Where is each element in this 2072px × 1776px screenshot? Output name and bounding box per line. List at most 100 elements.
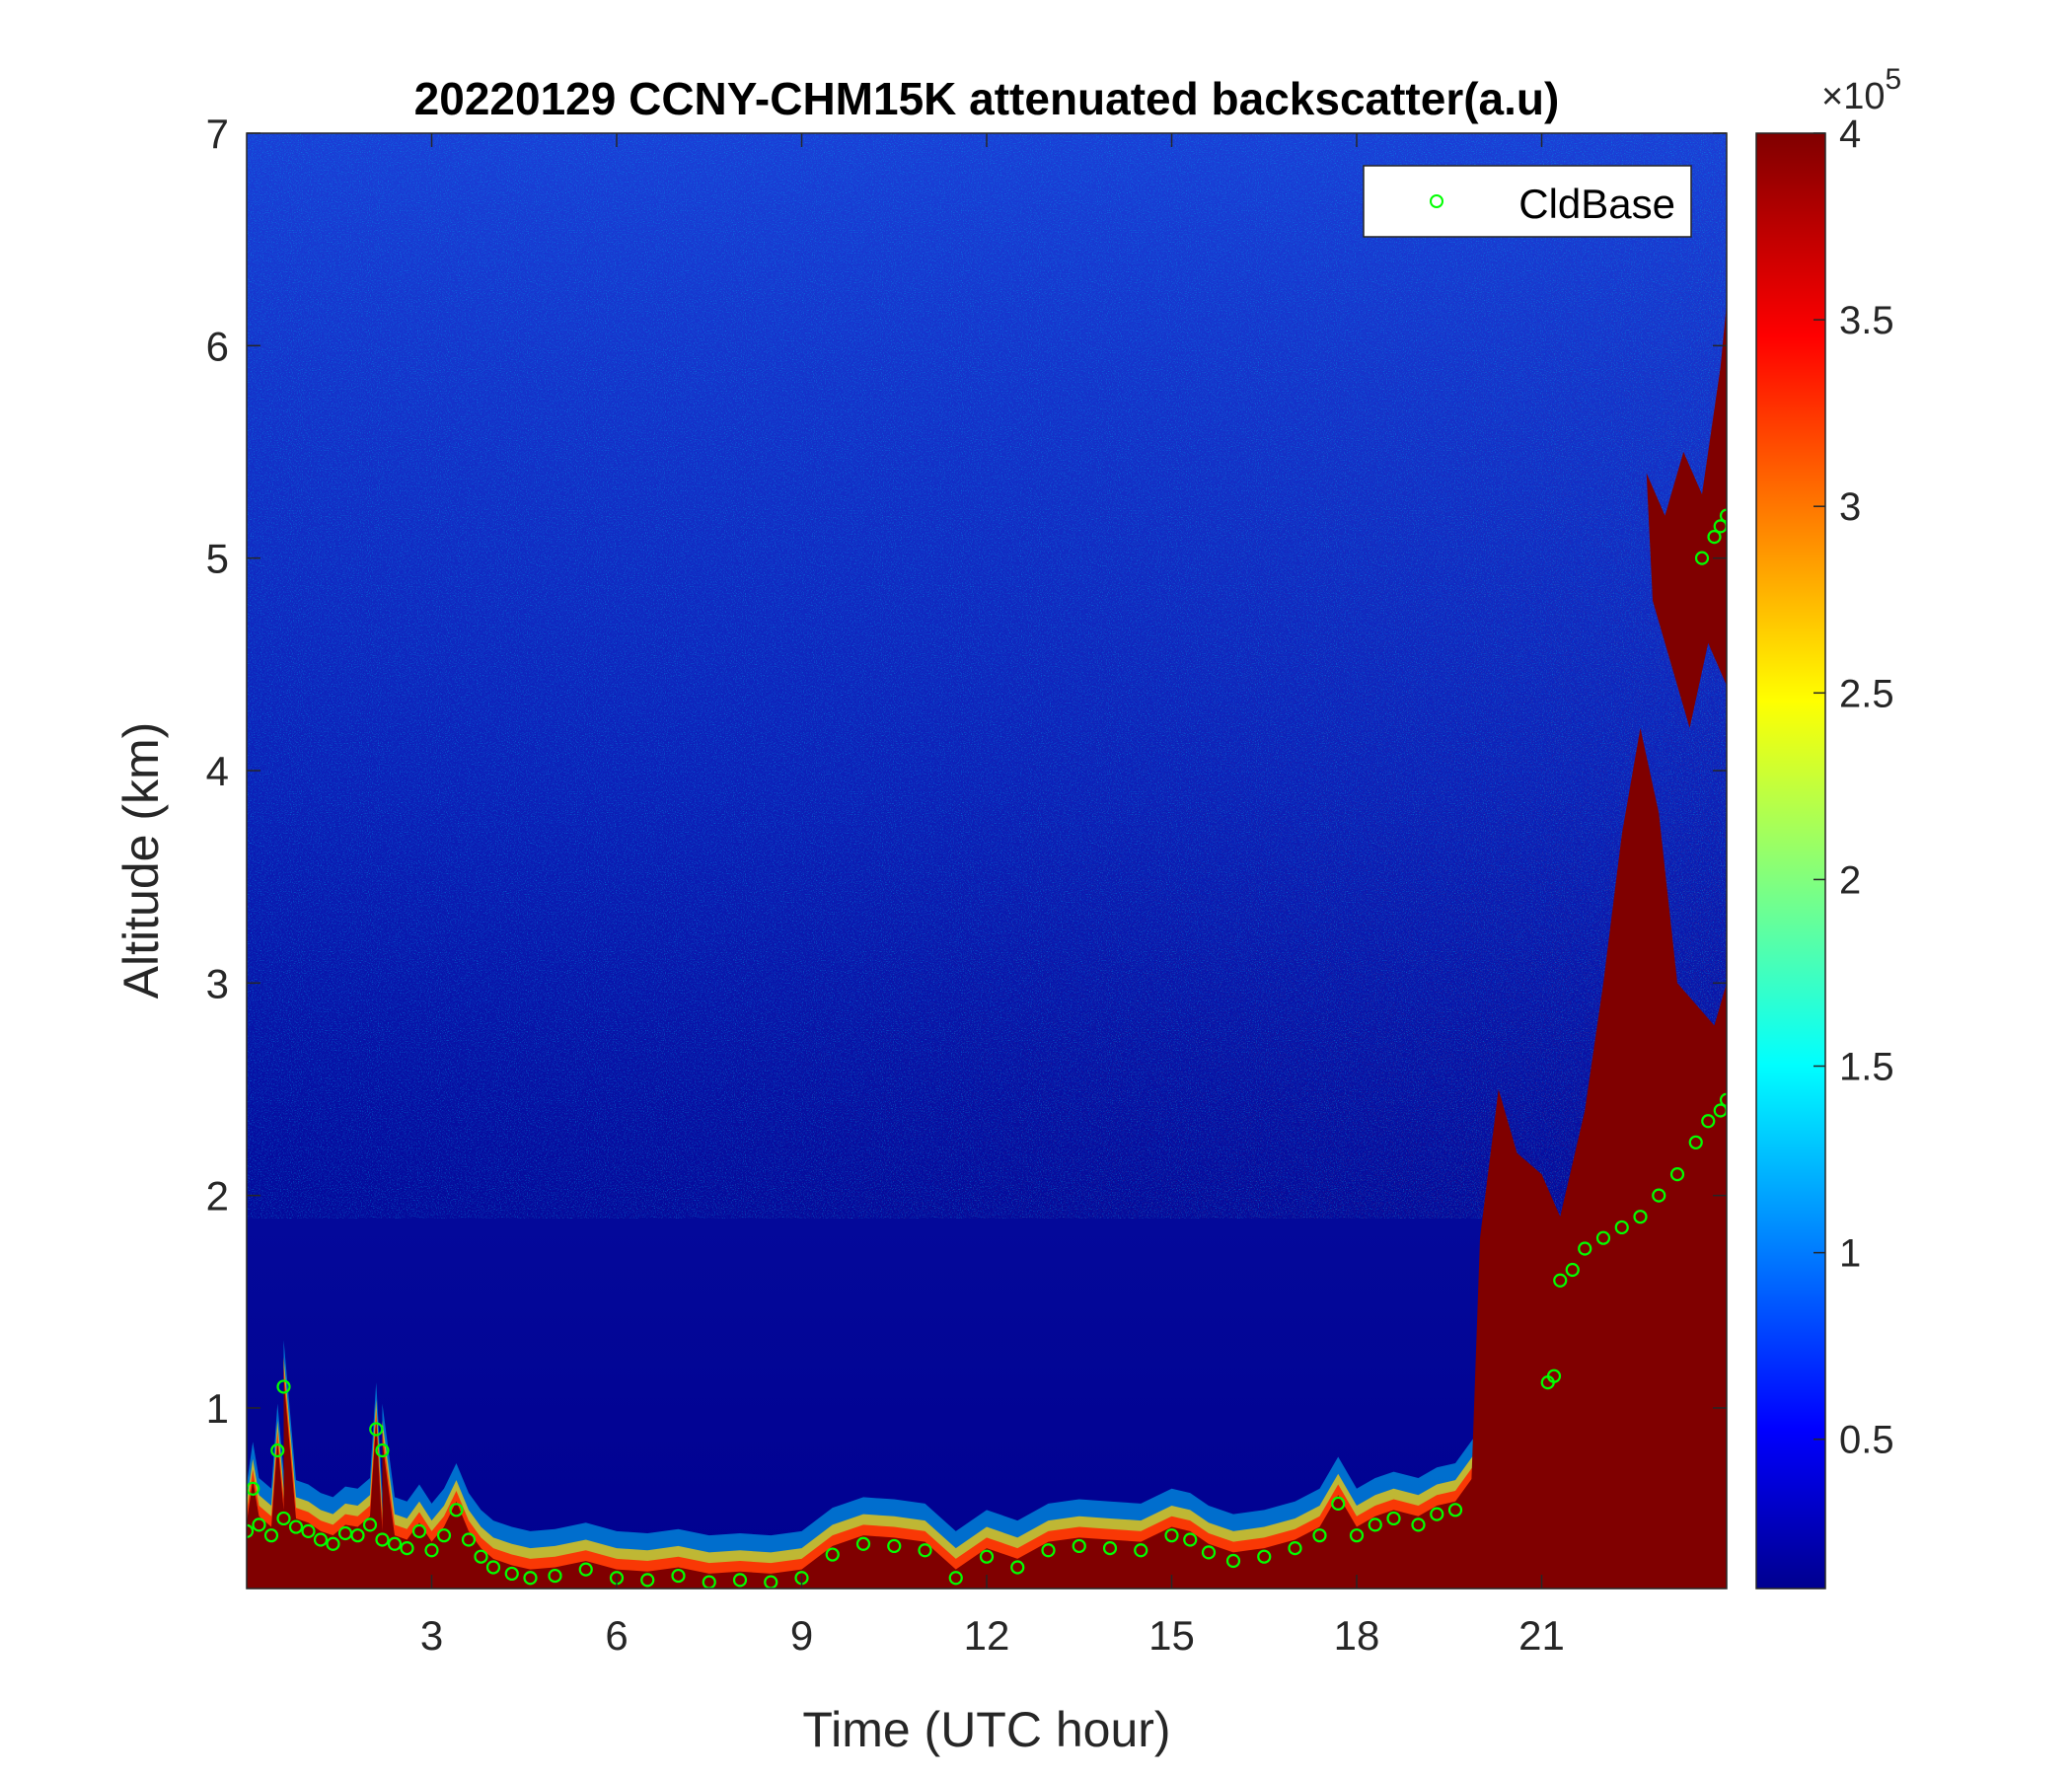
cldbase-point — [1102, 1540, 1118, 1556]
cldbase-point — [1614, 1220, 1629, 1235]
cldbase-point — [918, 1543, 932, 1558]
cldbase-point — [1010, 1560, 1025, 1575]
x-tick-label: 12 — [964, 1612, 1010, 1659]
cldbase-point — [375, 1532, 390, 1547]
cldbase-point — [1183, 1532, 1198, 1547]
cldbase-point — [1565, 1262, 1580, 1278]
cldbase-point — [1411, 1517, 1426, 1532]
x-tick-label: 9 — [790, 1612, 813, 1659]
y-tick-label: 6 — [206, 323, 229, 369]
cldbase-point — [640, 1573, 655, 1588]
cldbase-point — [1072, 1538, 1086, 1554]
cloud-mass — [1467, 727, 1727, 1589]
cldbase-point — [1312, 1528, 1327, 1543]
cldbase-point — [362, 1517, 378, 1532]
cldbase-point — [948, 1571, 963, 1586]
cldbase-point — [887, 1538, 902, 1554]
colorbar-tick-label: 3.5 — [1839, 299, 1894, 342]
heatmap — [247, 133, 1727, 1589]
y-axis: 1 2 3 4 5 6 7 — [206, 111, 1727, 1432]
cldbase-point — [1669, 1167, 1685, 1182]
y-tick-label: 1 — [206, 1385, 229, 1432]
cldbase-point — [350, 1528, 365, 1543]
cldbase-point — [855, 1536, 871, 1551]
y-tick-label: 7 — [206, 111, 229, 157]
cldbase-point — [411, 1523, 427, 1538]
y-tick-label: 2 — [206, 1173, 229, 1220]
cldbase-point — [979, 1549, 995, 1564]
cldbase-point — [1041, 1543, 1056, 1558]
colorbar-frame — [1755, 132, 1826, 1590]
cldbase-point — [1719, 1092, 1727, 1107]
x-tick-label: 3 — [420, 1612, 443, 1659]
upper-cloud — [1646, 303, 1727, 728]
y-tick-label: 3 — [206, 960, 229, 1006]
y-axis-label: Altitude (km) — [113, 722, 169, 999]
y-tick-label: 4 — [206, 748, 229, 794]
legend-entry-cldbase: CldBase — [1518, 181, 1675, 227]
colorbar-multiplier-base: ×10 — [1821, 76, 1885, 117]
colorbar-tick-label: 1 — [1839, 1232, 1861, 1276]
cldbase-point — [825, 1547, 840, 1562]
cldbase-point — [276, 1379, 291, 1394]
cldbase-point — [1430, 1507, 1444, 1521]
cldbase-point — [1595, 1230, 1611, 1245]
cldbase-point — [263, 1528, 279, 1543]
colorbar-ticks: 0.5 1 1.5 2 2.5 3 3.5 4 — [1813, 112, 1894, 1462]
colorbar-tick-label: 4 — [1839, 112, 1861, 156]
cloud-layer — [247, 303, 1727, 1589]
cldbase-point — [1701, 1114, 1716, 1129]
cldbase-point — [270, 1443, 285, 1458]
colorbar-multiplier: ×105 — [1821, 63, 1901, 117]
heatmap-noise-warm — [247, 133, 1727, 1219]
cldbase-point — [387, 1536, 403, 1551]
cldbase-point — [252, 1517, 266, 1532]
cldbase-point — [1546, 1369, 1562, 1383]
colorbar-multiplier-exponent: 5 — [1885, 63, 1901, 96]
cldbase-point — [1694, 551, 1710, 565]
legend-box — [1363, 165, 1692, 238]
cldbase-point — [400, 1540, 414, 1556]
cldbase-point — [1257, 1549, 1272, 1564]
cldbase-point — [313, 1532, 329, 1547]
cldbase-point — [474, 1549, 488, 1564]
x-axis: 3 6 9 12 15 18 21 — [420, 133, 1565, 1659]
cldbase-point — [578, 1562, 593, 1577]
chart-title: 20220129 CCNY-CHM15K attenuated backscat… — [414, 73, 1560, 124]
cldbase-point — [485, 1560, 501, 1575]
x-tick-label: 21 — [1518, 1612, 1565, 1659]
colorbar-gradient — [1756, 133, 1825, 1589]
colorbar-tick-label: 0.5 — [1839, 1419, 1894, 1462]
x-axis-label: Time (UTC hour) — [802, 1702, 1170, 1757]
cldbase-point — [732, 1573, 748, 1588]
colorbar-tick-label: 2 — [1839, 858, 1861, 902]
cldbase-point — [1134, 1543, 1148, 1558]
cldbase-point — [523, 1571, 538, 1586]
cldbase-series — [247, 508, 1727, 1589]
cldbase-point — [504, 1566, 519, 1582]
cldbase-point — [1225, 1553, 1241, 1569]
cldbase-point — [288, 1519, 304, 1534]
colorbar-tick-label: 3 — [1839, 485, 1861, 529]
colorbar-tick-label: 1.5 — [1839, 1046, 1894, 1089]
cldbase-point — [548, 1568, 562, 1584]
cldbase-point — [1386, 1511, 1401, 1526]
cldbase-point — [247, 1523, 255, 1538]
x-tick-label: 6 — [605, 1612, 628, 1659]
cldbase-point — [1201, 1545, 1217, 1560]
colorbar-tick-label: 2.5 — [1839, 672, 1894, 715]
cldbase-point — [1578, 1241, 1592, 1256]
cldbase-point — [1331, 1496, 1346, 1511]
cldbase-point — [276, 1511, 291, 1526]
cldbase-point — [449, 1503, 464, 1517]
cldbase-point — [424, 1543, 439, 1558]
legend-marker-icon — [1430, 194, 1443, 208]
cldbase-point — [326, 1536, 340, 1551]
cldbase-point — [1368, 1517, 1382, 1532]
cldbase-point — [1719, 508, 1727, 523]
y-tick-label: 5 — [206, 536, 229, 582]
cldbase-point — [1688, 1135, 1703, 1149]
cldbase-point — [1349, 1528, 1365, 1543]
cldbase-point — [1447, 1503, 1463, 1517]
